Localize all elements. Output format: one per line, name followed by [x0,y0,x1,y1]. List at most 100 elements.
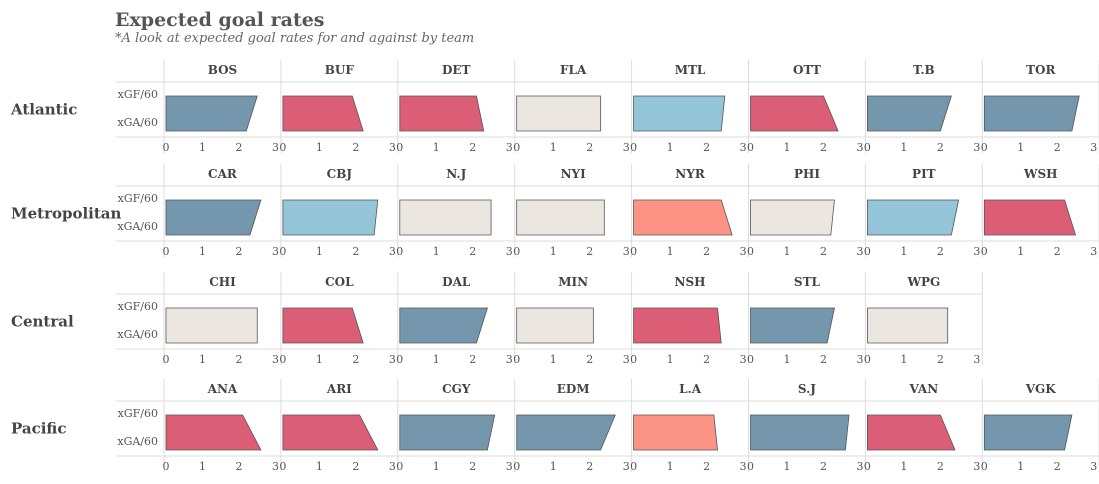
x-tick-label: 3 [973,353,980,366]
team-label: EDM [557,382,590,396]
row-label-xga: xGA/60 [117,328,158,341]
x-tick-label: 3 [857,245,864,258]
x-tick-label: 1 [433,460,440,473]
x-tick-label: 1 [1017,460,1024,473]
x-tick-label: 0 [630,141,637,154]
x-tick-label: 1 [784,245,791,258]
x-tick-label: 1 [667,141,674,154]
x-tick-label: 0 [513,141,520,154]
team-bar [867,414,956,451]
team-bar [983,199,1077,236]
x-tick-label: 0 [163,353,170,366]
x-tick-label: 2 [937,245,944,258]
x-tick-label: 0 [747,353,754,366]
x-tick-label: 2 [236,245,243,258]
division-label: Metropolitan [11,205,122,223]
x-tick-label: 3 [506,353,513,366]
team-label: T.B [913,63,935,77]
x-tick-label: 1 [316,353,323,366]
team-label: NYI [561,167,587,181]
team-bar [633,414,718,451]
x-tick-label: 0 [864,141,871,154]
team-bar [516,199,605,236]
x-tick-label: 1 [433,141,440,154]
row-label-xga: xGA/60 [117,435,158,448]
row-label-xgf: xGF/60 [118,88,158,101]
x-tick-label: 3 [389,460,396,473]
chart-subtitle: *A look at expected goal rates for and a… [115,31,475,46]
team-label: STL [794,275,821,289]
x-tick-label: 0 [396,460,403,473]
team-label: L.A [679,382,702,396]
team-label: FLA [560,63,587,77]
x-tick-label: 1 [316,460,323,473]
team-label: NYR [675,167,706,181]
row-label-xgf: xGF/60 [118,407,158,420]
team-label: BOS [208,63,237,77]
team-bar [633,199,733,236]
x-tick-label: 2 [703,460,710,473]
x-tick-label: 2 [586,141,593,154]
x-tick-label: 2 [820,353,827,366]
x-tick-label: 3 [272,245,279,258]
x-tick-label: 2 [352,460,359,473]
x-tick-label: 2 [820,141,827,154]
row-label-xgf: xGF/60 [118,192,158,205]
x-tick-label: 0 [396,245,403,258]
x-tick-label: 0 [513,245,520,258]
team-bar [516,414,616,451]
team-bar [399,307,488,344]
x-tick-label: 2 [820,460,827,473]
x-tick-label: 3 [389,141,396,154]
team-label: TOR [1026,63,1056,77]
x-tick-label: 0 [279,245,286,258]
x-tick-label: 0 [747,141,754,154]
team-bar [867,199,960,236]
team-label: MTL [675,63,706,77]
x-tick-label: 1 [199,353,206,366]
x-tick-label: 1 [667,353,674,366]
x-tick-label: 1 [900,245,907,258]
x-tick-label: 2 [1054,141,1061,154]
team-label: N.J [446,167,466,181]
x-tick-label: 2 [937,141,944,154]
team-bar [399,414,496,451]
x-tick-label: 2 [586,460,593,473]
x-tick-label: 0 [279,141,286,154]
x-tick-label: 3 [623,141,630,154]
x-tick-label: 3 [740,141,747,154]
team-bar [282,307,364,344]
x-tick-label: 3 [623,245,630,258]
team-bar [399,199,492,236]
x-tick-label: 1 [199,460,206,473]
team-label: CAR [208,167,238,181]
x-tick-label: 2 [586,353,593,366]
x-tick-label: 0 [513,460,520,473]
x-tick-label: 0 [513,353,520,366]
team-bar [516,95,602,132]
team-bar [750,307,835,344]
x-tick-label: 3 [973,460,980,473]
team-label: PHI [794,167,820,181]
x-tick-label: 3 [857,141,864,154]
x-tick-label: 2 [352,141,359,154]
x-tick-label: 1 [433,245,440,258]
x-tick-label: 1 [550,245,557,258]
x-tick-label: 3 [740,353,747,366]
x-tick-label: 3 [272,353,279,366]
x-tick-label: 1 [784,141,791,154]
x-tick-label: 2 [469,460,476,473]
team-bar [750,199,835,236]
x-tick-label: 0 [981,141,988,154]
division-label: Pacific [11,420,66,438]
x-tick-label: 0 [630,353,637,366]
x-tick-label: 3 [1090,460,1097,473]
team-label: ANA [207,382,238,396]
x-tick-label: 2 [469,141,476,154]
x-tick-label: 1 [667,460,674,473]
x-tick-label: 0 [747,245,754,258]
team-label: S.J [798,382,816,396]
x-tick-label: 0 [981,245,988,258]
x-tick-label: 2 [703,353,710,366]
row-label-xga: xGA/60 [117,116,158,129]
